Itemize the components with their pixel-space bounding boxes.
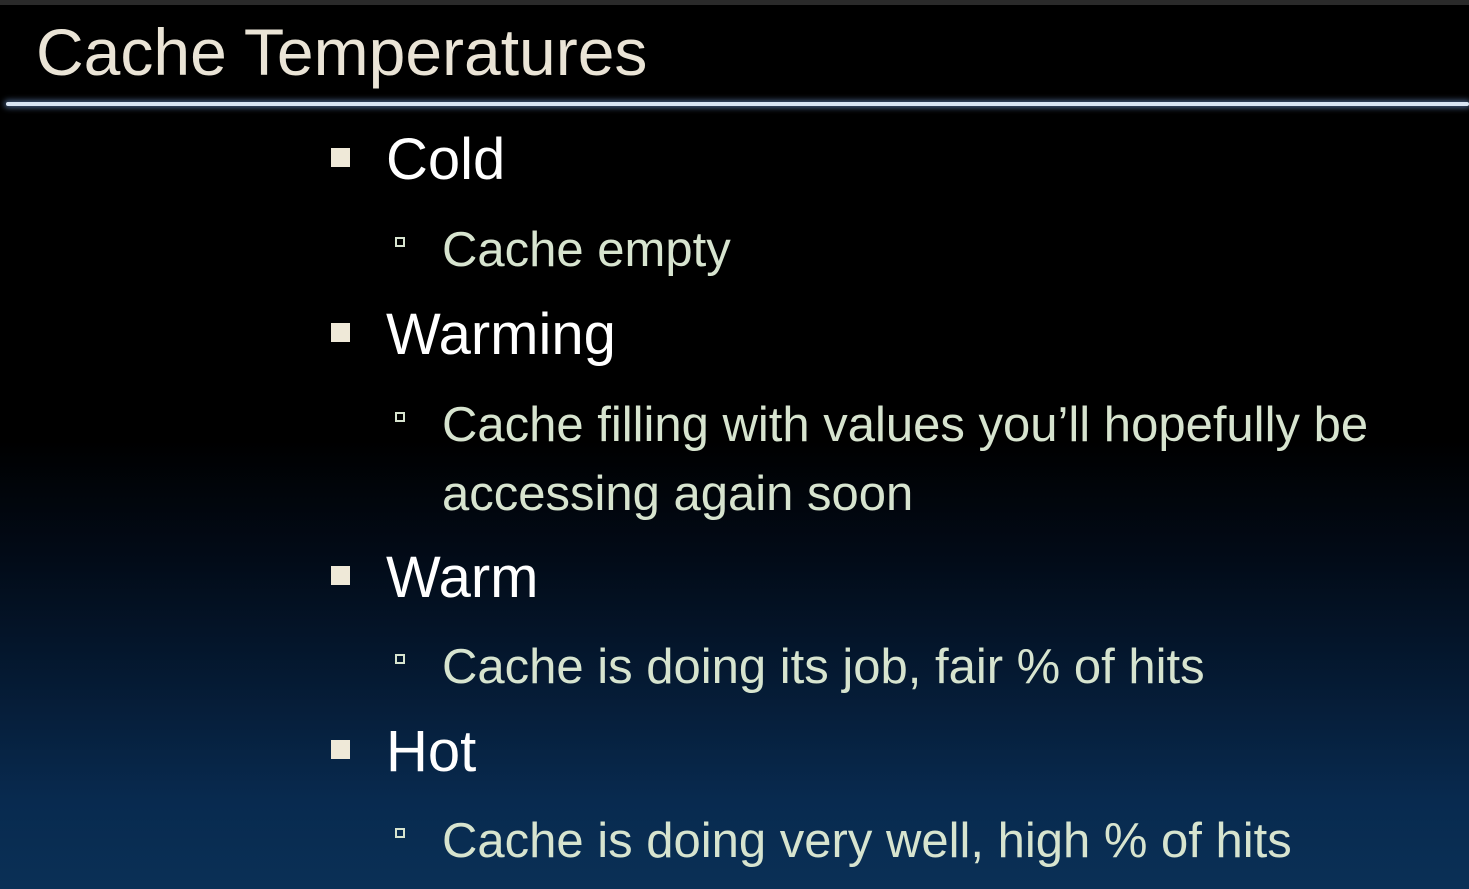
slide-title: Cache Temperatures [36,15,648,89]
sub-bullet-text: Cache is doing very well, high % of hits [442,814,1292,868]
square-bullet-icon [331,740,350,759]
square-bullet-icon [331,323,350,342]
square-bullet-icon [331,148,350,167]
bullet-label: Warming [386,302,616,367]
hollow-square-bullet-icon [395,237,405,247]
hollow-square-bullet-icon [395,828,405,838]
hollow-square-bullet-icon [395,412,405,422]
sub-bullet-text: Cache is doing its job, fair % of hits [442,640,1205,694]
title-divider [6,102,1469,106]
sub-bullet-text: Cache empty [442,223,731,277]
sub-bullet-text: Cache filling with values you’ll hopeful… [442,398,1369,521]
bullet-label: Warm [386,545,539,610]
slide-top-strip [0,0,1469,5]
bullet-label: Hot [386,719,477,784]
hollow-square-bullet-icon [395,654,405,664]
square-bullet-icon [331,566,350,585]
bullet-label: Cold [386,127,506,192]
